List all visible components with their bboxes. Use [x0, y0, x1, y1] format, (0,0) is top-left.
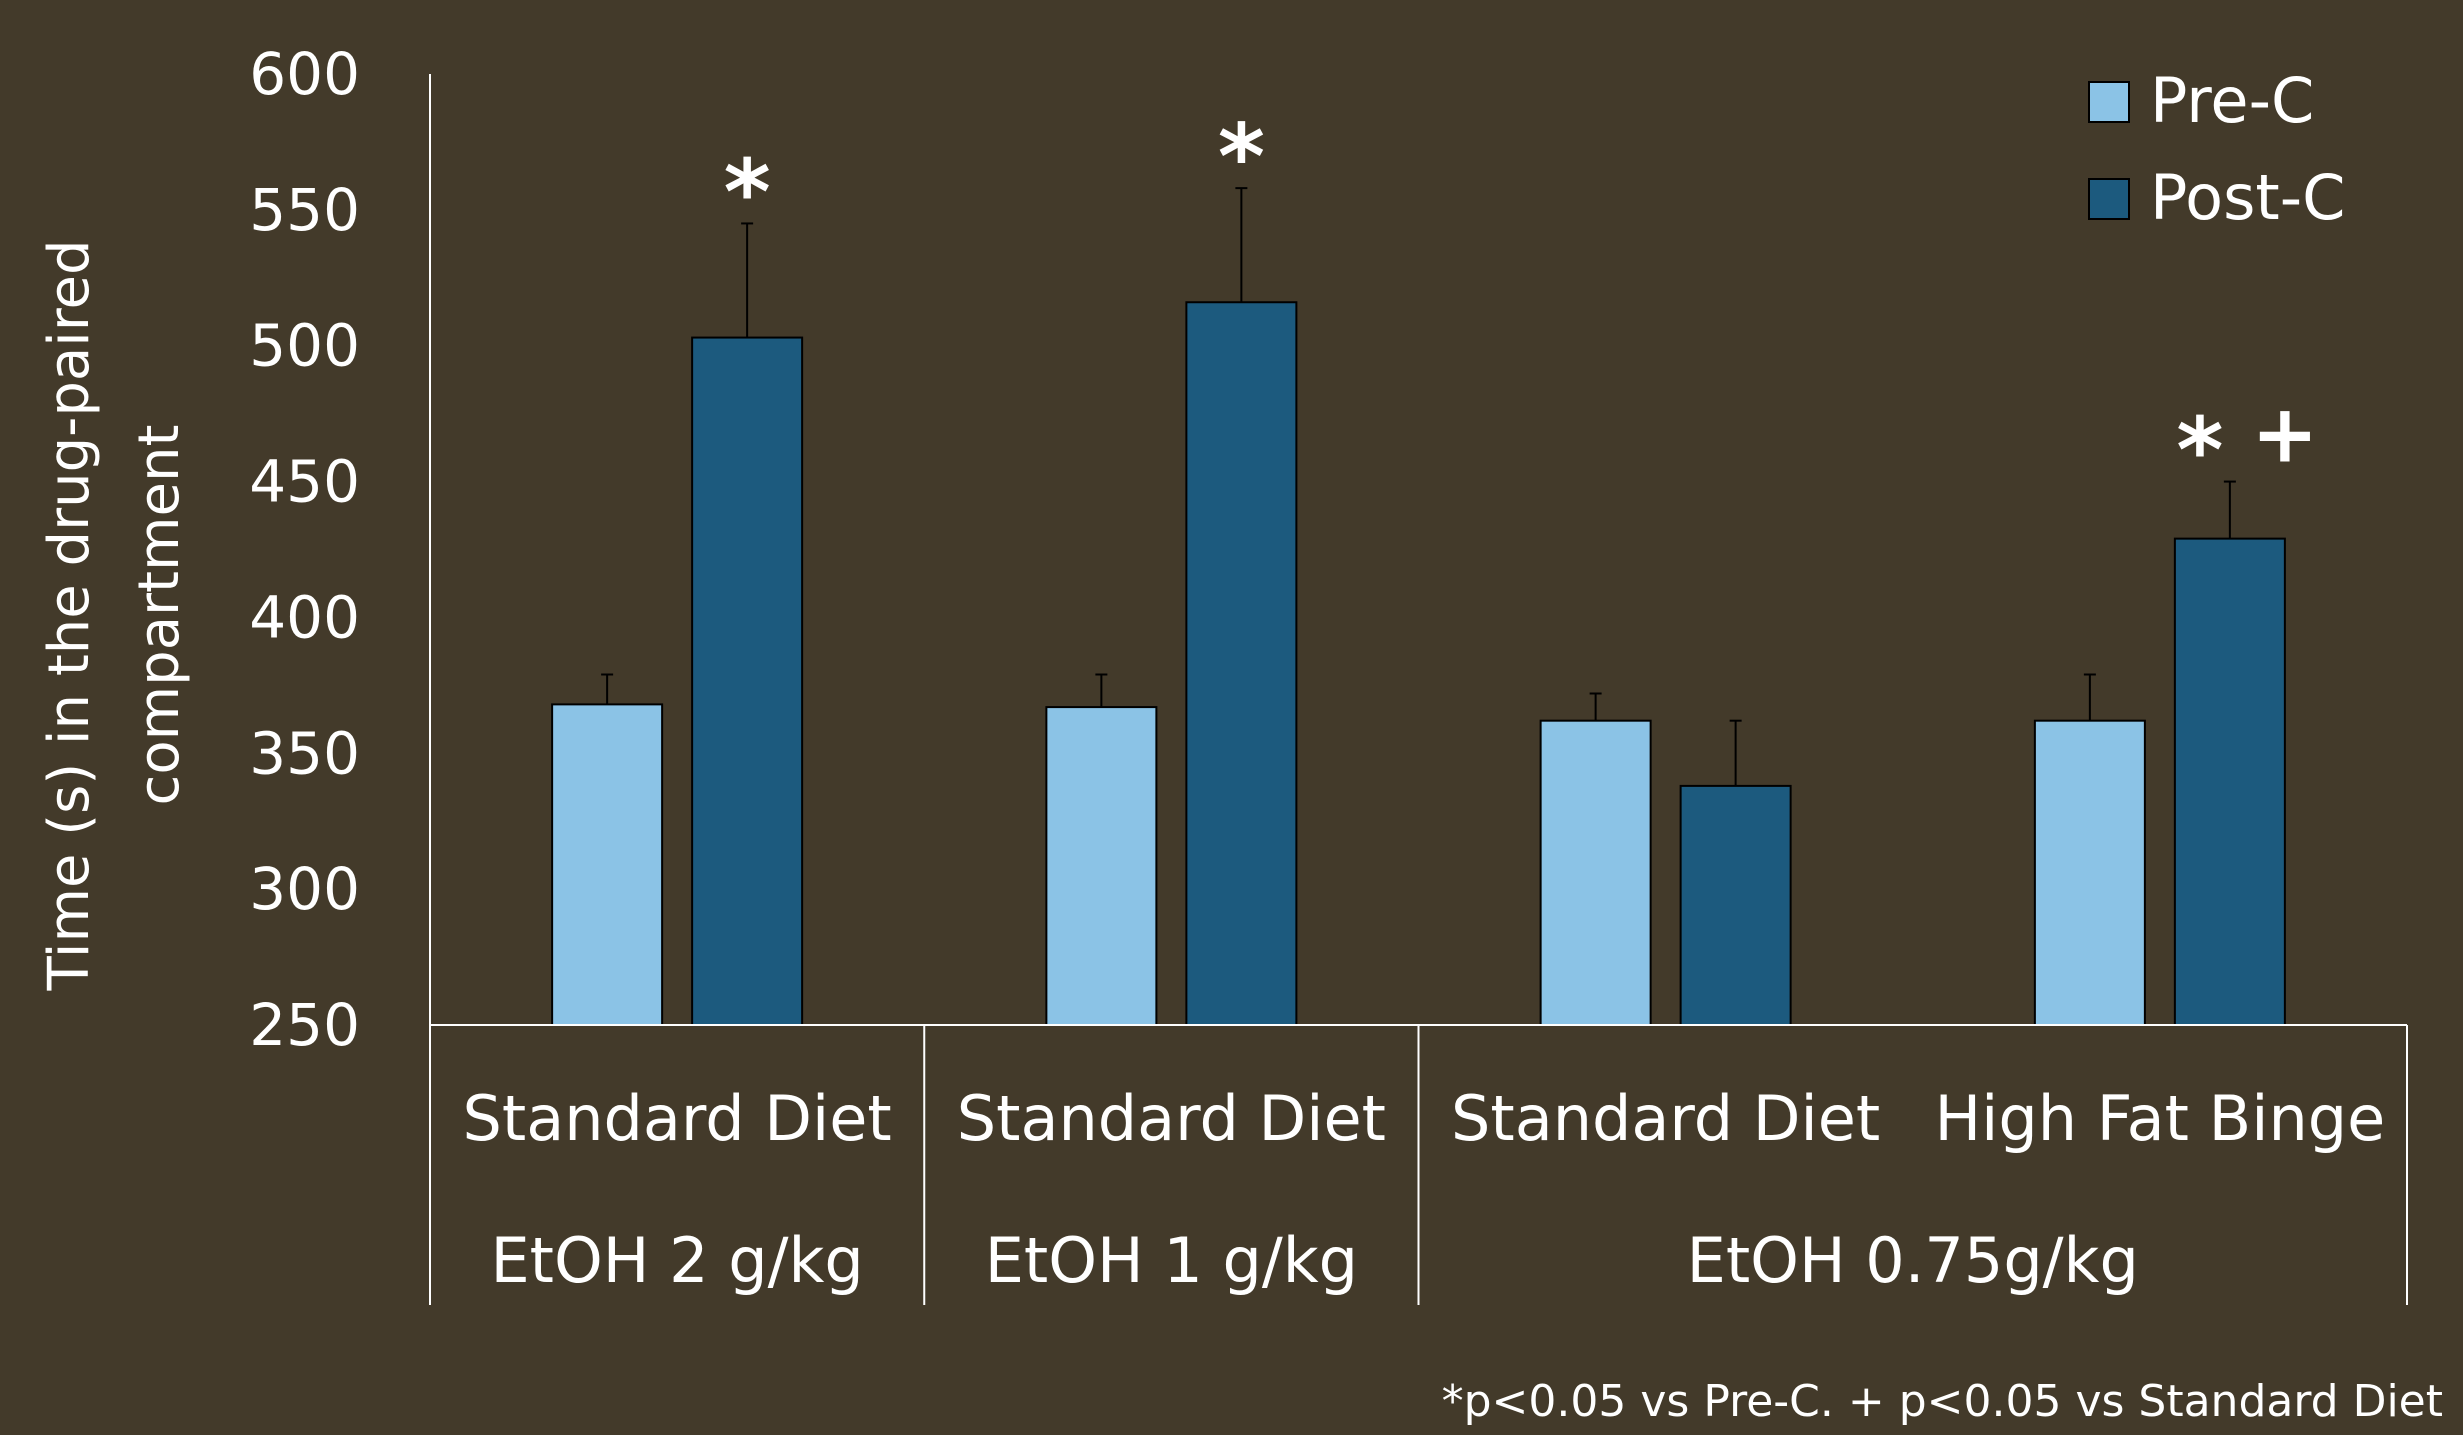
legend-label: Pre-C	[2150, 64, 2314, 137]
significance-star: *	[724, 140, 771, 245]
y-axis-label-line: compartment	[127, 425, 192, 806]
error-bars	[601, 187, 2236, 786]
bar-pre-c	[551, 703, 664, 1026]
significance-markers: * * * +	[724, 105, 2319, 503]
significance-star: *	[2176, 399, 2223, 504]
significance-plus: +	[2251, 388, 2318, 481]
group-label: EtOH 1 g/kg	[985, 1224, 1358, 1297]
category-label: Standard Diet	[957, 1082, 1386, 1155]
bars	[551, 301, 2286, 1026]
y-tick-label: 400	[249, 583, 360, 651]
y-tick-label: 600	[249, 40, 360, 108]
y-tick-label: 350	[249, 719, 360, 787]
y-axis-ticks: 250 300 350 400 450 500 550 600	[249, 40, 360, 1059]
legend-label: Post-C	[2150, 161, 2345, 234]
bar-post-c	[1185, 301, 1298, 1026]
y-tick-label: 450	[249, 448, 360, 516]
y-tick-label: 550	[249, 176, 360, 244]
category-labels: Standard Diet Standard Diet Standard Diet H…	[463, 1082, 2386, 1297]
legend-swatch	[2088, 178, 2130, 220]
category-label: Standard Diet	[463, 1082, 892, 1155]
group-label: EtOH 0.75g/kg	[1687, 1224, 2139, 1297]
significance-star: *	[1218, 105, 1265, 210]
legend-swatch	[2088, 81, 2130, 123]
bar-post-c	[1679, 784, 1792, 1026]
y-tick-label: 500	[249, 312, 360, 380]
legend: Pre-C Post-C	[2088, 64, 2345, 234]
y-tick-label: 250	[249, 991, 360, 1059]
group-label: EtOH 2 g/kg	[490, 1224, 863, 1297]
bar-post-c	[691, 336, 804, 1026]
footnote: *p<0.05 vs Pre-C. + p<0.05 vs Standard D…	[1441, 1376, 2443, 1427]
category-label: Standard Diet	[1451, 1082, 1880, 1155]
y-tick-label: 300	[249, 855, 360, 923]
bar-post-c	[2173, 537, 2286, 1026]
y-axis-label: Time (s) in the drug-paired compartment	[37, 239, 192, 991]
y-axis-label-line: Time (s) in the drug-paired	[37, 239, 102, 991]
category-label: High Fat Binge	[1935, 1082, 2386, 1155]
bar-pre-c	[1045, 706, 1158, 1026]
axes	[429, 74, 2408, 1305]
bar-pre-c	[2033, 719, 2146, 1026]
bar-pre-c	[1539, 719, 1652, 1026]
